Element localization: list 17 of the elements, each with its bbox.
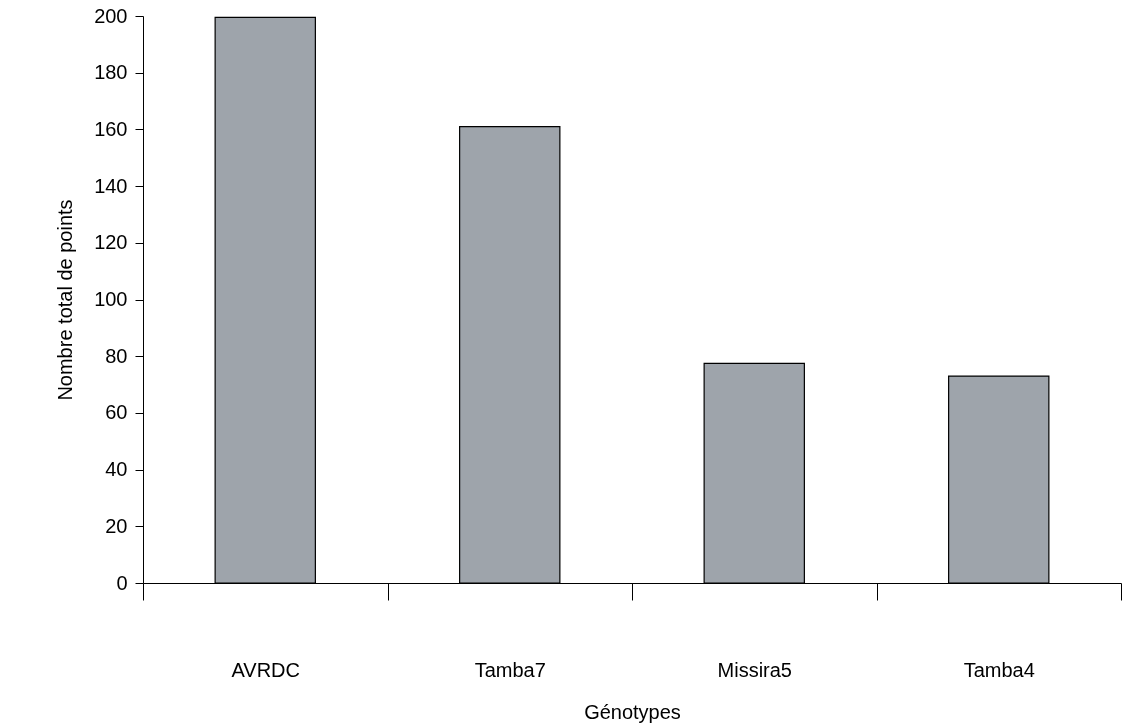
x-tick-label: Missira5 [717,658,792,681]
y-tick-label: 20 [105,514,128,537]
x-tick-label: Tamba4 [963,658,1035,681]
y-tick-label: 140 [94,174,128,197]
y-axis-title: Nombre total de points [54,199,77,401]
x-axis-title: Génotypes [584,700,681,723]
x-tick-label: AVRDC [231,658,301,681]
y-tick-label: 80 [105,344,128,367]
y-tick-label: 200 [94,4,128,27]
y-tick-label: 180 [94,61,128,84]
y-tick-label: 60 [105,401,128,424]
y-tick-label: 120 [94,231,128,254]
x-tick-label: Tamba7 [474,658,546,681]
y-tick-label: 100 [94,288,128,310]
y-tick-label: 160 [94,117,128,140]
y-tick-label: 0 [116,571,128,594]
y-tick-label: 40 [105,458,128,481]
